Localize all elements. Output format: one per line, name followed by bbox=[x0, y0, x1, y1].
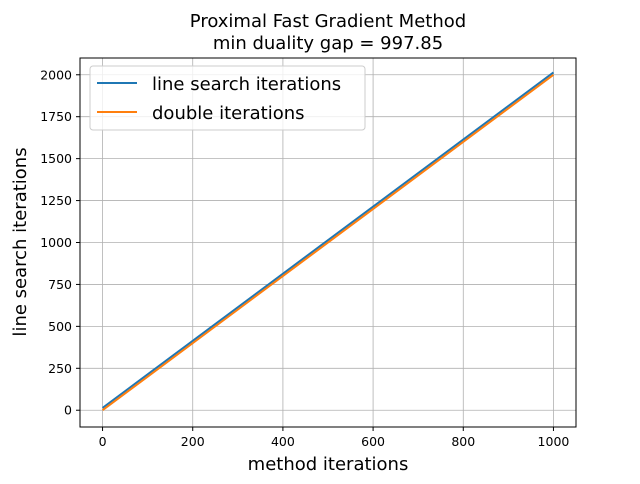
chart-title-line-1: Proximal Fast Gradient Method bbox=[190, 11, 466, 32]
x-axis-label: method iterations bbox=[248, 454, 409, 475]
y-tick-label: 1250 bbox=[40, 193, 72, 208]
series-line-1 bbox=[101, 73, 555, 412]
chart-title-line-2: min duality gap = 997.85 bbox=[213, 33, 443, 54]
series-lines bbox=[101, 71, 555, 412]
legend-label-double: double iterations bbox=[152, 103, 305, 124]
y-tick-label: 1500 bbox=[40, 151, 72, 166]
y-tick-label: 500 bbox=[48, 319, 72, 334]
x-tick-label: 0 bbox=[99, 434, 107, 449]
x-tick-label: 200 bbox=[181, 434, 205, 449]
series-line-0 bbox=[101, 71, 555, 409]
x-tick-label: 1000 bbox=[538, 434, 570, 449]
x-tick-label: 800 bbox=[451, 434, 475, 449]
legend-label-line-search: line search iterations bbox=[152, 74, 341, 95]
y-tick-label: 2000 bbox=[40, 67, 72, 82]
y-tick-label: 0 bbox=[64, 403, 72, 418]
y-tick-label: 250 bbox=[48, 361, 72, 376]
y-tick-label: 1750 bbox=[40, 109, 72, 124]
y-tick-label: 1000 bbox=[40, 235, 72, 250]
y-axis-label: line search iterations bbox=[10, 147, 31, 336]
axis-ticks: 0 200 400 600 800 1000 0 250 500 750 1000 1250 1500 1… bbox=[40, 67, 569, 449]
legend-box bbox=[89, 65, 366, 131]
x-tick-label: 400 bbox=[271, 434, 295, 449]
x-tick-label: 600 bbox=[361, 434, 385, 449]
legend: line search iterations double iterations bbox=[89, 65, 366, 131]
y-tick-label: 750 bbox=[48, 277, 72, 292]
